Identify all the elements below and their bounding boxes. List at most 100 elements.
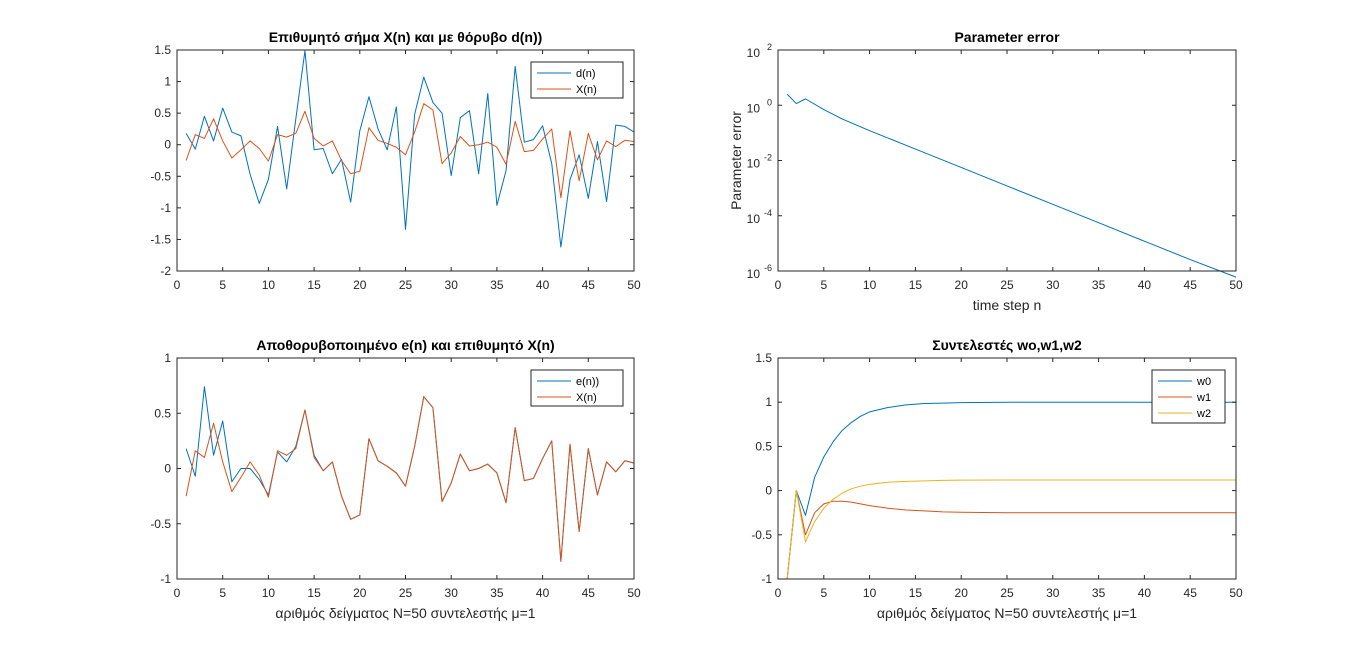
- y-tick-label: -1.5: [150, 232, 171, 246]
- x-tick-label: 35: [490, 278, 504, 292]
- x-tick-label: 0: [775, 278, 782, 292]
- x-tick-label: 20: [353, 586, 367, 600]
- x-tick-label: 50: [1229, 586, 1243, 600]
- x-axis-label: time step n: [973, 297, 1041, 313]
- y-tick-exponent: -6: [764, 263, 772, 273]
- y-tick-label: 10 -2: [747, 153, 772, 171]
- y-tick-label: -1: [160, 201, 171, 215]
- x-tick-label: 45: [1184, 586, 1198, 600]
- series-line-Xn: [185, 396, 635, 562]
- x-axis-label: αριθμός δείγματος N=50 συντελεστής μ=1: [877, 605, 1137, 621]
- x-tick-label: 5: [820, 278, 827, 292]
- x-tick-label: 35: [1092, 278, 1106, 292]
- plot-area: [778, 50, 1236, 271]
- x-tick-label: 10: [262, 586, 276, 600]
- y-tick-label: 10 0: [747, 97, 772, 115]
- subplot-denoised-signal[interactable]: 0 5 10 15 20 25 30 35 40 45 50 -1 -0.5 0 0.5 1 Αποθορυβο…: [150, 337, 641, 621]
- x-tick-label: 35: [1092, 586, 1106, 600]
- series-line-dn: [185, 50, 635, 248]
- y-tick-base: 10: [747, 157, 761, 171]
- y-tick-label: 0.5: [755, 439, 772, 453]
- x-tick-label: 10: [863, 278, 877, 292]
- legend-label: w2: [1196, 408, 1211, 420]
- x-tick-label: 15: [909, 586, 923, 600]
- series-line-Xn: [185, 103, 635, 199]
- y-tick-label: 10 -6: [747, 263, 772, 281]
- y-tick-exponent: -4: [764, 208, 772, 218]
- legend-label: X(n): [576, 84, 597, 96]
- y-tick-label: 0: [164, 462, 171, 476]
- y-axis-label: Parameter error: [728, 111, 744, 210]
- x-tick-label: 0: [174, 278, 181, 292]
- y-tick-label: 1: [164, 75, 171, 89]
- x-tick-label: 45: [1184, 278, 1198, 292]
- y-tick-base: 10: [747, 101, 761, 115]
- x-tick-label: 30: [445, 586, 459, 600]
- chart-title: Συντελεστές wo,w1,w2: [932, 337, 1082, 353]
- subplot-noisy-signal[interactable]: 0 5 10 15 20 25 30 35 40 45 50 -2 -1.5 -1 -0.5 0 0.5 1 1.5…: [150, 29, 641, 292]
- x-tick-label: 50: [627, 586, 641, 600]
- x-tick-label: 20: [955, 278, 969, 292]
- x-tick-label: 30: [445, 278, 459, 292]
- legend-label: w1: [1196, 392, 1211, 404]
- x-tick-label: 25: [1000, 278, 1014, 292]
- x-tick-label: 20: [955, 586, 969, 600]
- y-tick-label: -1: [761, 572, 772, 586]
- y-tick-label: 1.5: [154, 43, 171, 57]
- x-tick-label: 0: [174, 586, 181, 600]
- y-tick-exponent: 0: [767, 97, 772, 107]
- legend-box: [530, 61, 624, 99]
- x-tick-label: 5: [219, 278, 226, 292]
- series-line-error: [786, 93, 1237, 278]
- subplot-coefficients[interactable]: 0 5 10 15 20 25 30 35 40 45 50 -1 -0.5 0 0.5 1 1.5 Συντελ…: [751, 337, 1243, 621]
- y-tick-label: -2: [160, 264, 171, 278]
- x-tick-label: 45: [582, 278, 596, 292]
- x-tick-label: 40: [536, 278, 550, 292]
- y-tick-label: 1: [164, 351, 171, 365]
- x-tick-label: 5: [820, 586, 827, 600]
- x-tick-label: 40: [1138, 586, 1152, 600]
- x-tick-label: 15: [307, 278, 321, 292]
- x-tick-label: 50: [1229, 278, 1243, 292]
- y-tick-base: 10: [747, 267, 761, 281]
- legend-label: e(n)): [576, 376, 599, 388]
- y-tick-exponent: 2: [767, 42, 772, 52]
- y-tick-label: 10 2: [747, 42, 772, 60]
- x-tick-label: 30: [1046, 278, 1060, 292]
- y-tick-label: -0.5: [150, 517, 171, 531]
- y-tick-label: -0.5: [150, 169, 171, 183]
- series-line-w0: [786, 401, 1236, 580]
- x-tick-label: 15: [307, 586, 321, 600]
- x-tick-label: 45: [582, 586, 596, 600]
- x-tick-label: 25: [1000, 586, 1014, 600]
- x-tick-label: 30: [1046, 586, 1060, 600]
- x-tick-label: 15: [909, 278, 923, 292]
- series-line-w1: [786, 490, 1236, 580]
- y-tick-label: 1: [765, 395, 772, 409]
- x-tick-label: 40: [536, 586, 550, 600]
- y-tick-base: 10: [747, 212, 761, 226]
- chart-title: Αποθορυβοποιημένο e(n) και επιθυμητό X(n…: [256, 337, 554, 353]
- x-tick-label: 0: [775, 586, 782, 600]
- x-tick-label: 10: [262, 278, 276, 292]
- y-tick-label: 1.5: [755, 351, 772, 365]
- y-tick-label: 0: [765, 484, 772, 498]
- x-tick-label: 10: [863, 586, 877, 600]
- series-line-w2: [786, 479, 1236, 580]
- x-tick-label: 25: [399, 278, 413, 292]
- y-tick-label: 10 -4: [747, 208, 772, 226]
- legend-label: w0: [1196, 376, 1211, 388]
- x-tick-label: 25: [399, 586, 413, 600]
- x-tick-label: 20: [353, 278, 367, 292]
- legend-label: X(n): [576, 392, 597, 404]
- y-tick-label: 0.5: [154, 406, 171, 420]
- y-tick-label: -1: [160, 572, 171, 586]
- y-tick-label: 0: [164, 138, 171, 152]
- x-tick-label: 50: [627, 278, 641, 292]
- x-axis-label: αριθμός δείγματος N=50 συντελεστής μ=1: [275, 605, 535, 621]
- legend-label: d(n): [576, 68, 596, 80]
- x-tick-label: 35: [490, 586, 504, 600]
- x-tick-label: 5: [219, 586, 226, 600]
